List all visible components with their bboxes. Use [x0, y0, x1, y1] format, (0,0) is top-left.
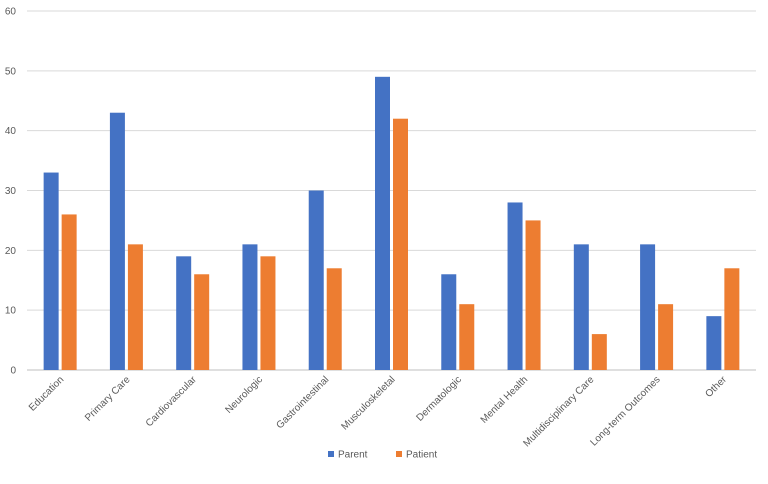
bar-patient-musculoskeletal	[393, 118, 408, 370]
y-tick-label: 50	[5, 66, 17, 77]
bar-parent-mental-health	[507, 202, 523, 370]
bar-patient-primary-care	[127, 244, 143, 370]
legend-label-parent: Parent	[338, 450, 368, 461]
bar-patient-education	[61, 214, 77, 370]
bar-parent-long-term-outcomes	[640, 244, 656, 370]
bar-parent-primary-care	[109, 112, 125, 370]
bar-parent-musculoskeletal	[375, 76, 390, 371]
y-tick-label: 60	[5, 7, 17, 18]
y-tick-label: 0	[10, 366, 16, 377]
y-axis-ticks: 0 10 20 30 40 50 60	[5, 7, 17, 377]
legend-label-patient: Patient	[406, 450, 437, 461]
y-tick-label: 30	[5, 186, 17, 197]
x-tick-label: Gastrointestinal	[274, 374, 331, 431]
bar-patient-gastrointestinal	[326, 268, 342, 370]
x-tick-label: Primary Care	[83, 374, 133, 424]
x-tick-label: Musculoskeletal	[340, 374, 398, 432]
bar-patient-cardiovascular	[194, 274, 210, 370]
y-tick-label: 10	[5, 306, 17, 317]
bar-patient-mental-health	[525, 220, 541, 370]
x-tick-label: Multidisciplinary Care	[521, 374, 596, 449]
bar-parent-cardiovascular	[176, 256, 192, 370]
x-tick-label: Dermatologic	[414, 374, 463, 423]
bar-parent-other	[706, 316, 722, 370]
bar-parent-education	[43, 172, 59, 370]
x-tick-label: Other	[704, 374, 730, 400]
bar-parent-neurologic	[242, 244, 258, 370]
bar-patient-other	[724, 268, 740, 370]
gridlines	[27, 10, 756, 371]
y-tick-label: 40	[5, 126, 17, 137]
legend-swatch-parent	[328, 451, 334, 457]
bar-patient-dermatologic	[459, 304, 475, 370]
x-tick-label: Education	[27, 374, 66, 413]
bar-patient-multidisciplinary-care	[591, 334, 607, 370]
bar-parent-dermatologic	[441, 274, 457, 370]
legend: Parent Patient	[328, 450, 437, 461]
y-tick-label: 20	[5, 246, 17, 257]
bar-patient-long-term-outcomes	[658, 304, 674, 370]
bar-parent-multidisciplinary-care	[573, 244, 589, 370]
x-tick-label: Cardiovascular	[144, 374, 199, 429]
x-tick-label: Neurologic	[223, 374, 265, 416]
bar-parent-gastrointestinal	[308, 190, 324, 370]
x-tick-label: Long-term Outcomes	[589, 374, 663, 448]
bars	[43, 76, 740, 371]
x-tick-label: Mental Health	[479, 374, 530, 425]
bar-patient-neurologic	[260, 256, 276, 370]
legend-swatch-patient	[396, 451, 402, 457]
x-axis-ticks: Education Primary Care Cardiovascular Neuro…	[27, 374, 729, 449]
